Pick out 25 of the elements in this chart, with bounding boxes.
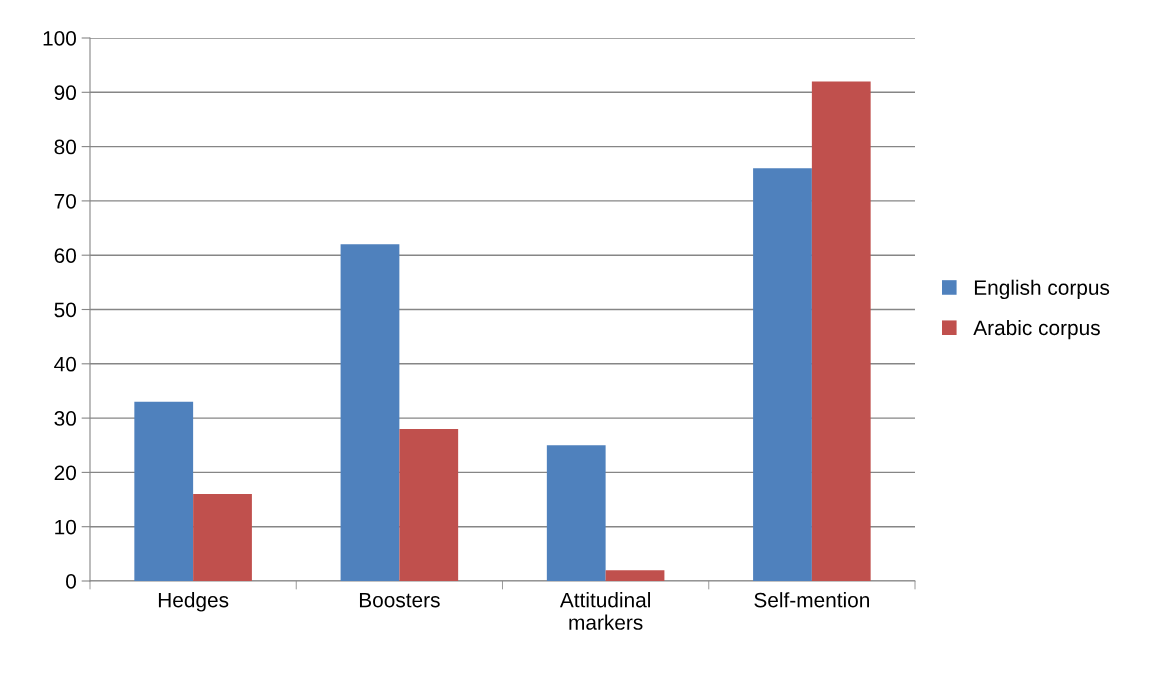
bar: [193, 494, 252, 581]
y-tick-label: 10: [55, 519, 76, 535]
y-tick-label: 20: [54, 465, 76, 481]
bar: [134, 401, 194, 581]
legend-label: English corpus: [974, 279, 1110, 300]
bar: [340, 244, 400, 581]
y-tick-label: 70: [54, 193, 76, 209]
legend-label: Arabic corpus: [973, 319, 1100, 340]
bar: [605, 570, 665, 581]
y-tick-label: 90: [54, 85, 76, 101]
x-tick-label: Hedges: [158, 592, 229, 612]
bar: [546, 445, 606, 581]
y-tick-label: 30: [54, 411, 76, 426]
y-tick-label: 0: [66, 574, 76, 589]
x-tick-label: Self-mention: [754, 592, 869, 608]
x-tick-label: Attitudinal markers: [559, 592, 650, 630]
y-tick-label: 60: [54, 248, 76, 263]
y-tick-label: 80: [54, 139, 76, 155]
y-tick-label: 100: [43, 31, 76, 46]
y-tick-label: 40: [54, 356, 76, 372]
bar: [811, 81, 871, 581]
x-tick-label: Boosters: [359, 592, 440, 608]
y-tick-label: 50: [54, 302, 76, 318]
bar: [399, 428, 459, 581]
bar: [753, 168, 812, 581]
